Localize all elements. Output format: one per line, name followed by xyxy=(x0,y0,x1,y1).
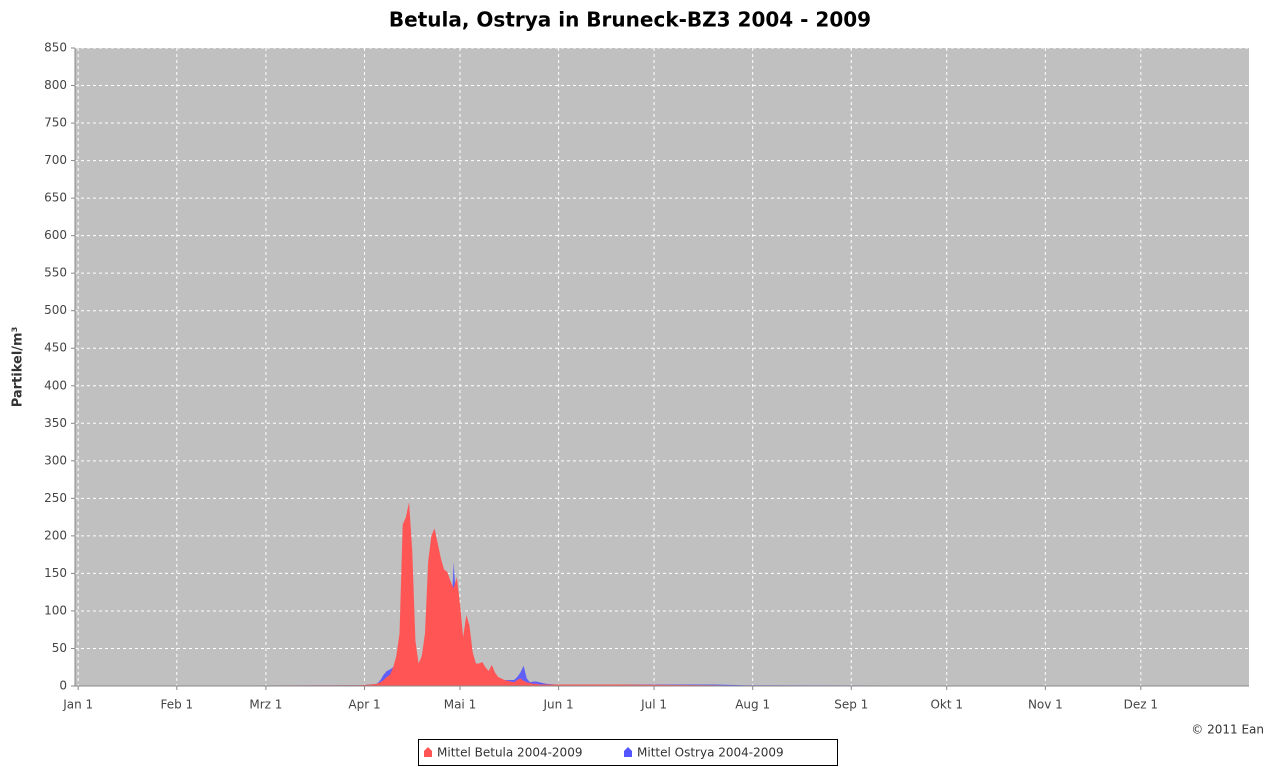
y-tick-label: 50 xyxy=(52,641,67,655)
x-tick-label: Jan 1 xyxy=(62,698,93,712)
y-tick-label: 0 xyxy=(59,679,67,693)
x-tick-label: Nov 1 xyxy=(1028,698,1063,712)
x-tick-label: Jun 1 xyxy=(542,698,573,712)
y-tick-label: 300 xyxy=(44,453,67,467)
x-tick-label: Okt 1 xyxy=(930,698,963,712)
y-tick-label: 450 xyxy=(44,341,67,355)
y-tick-label: 850 xyxy=(44,41,67,55)
x-tick-label: Aug 1 xyxy=(735,698,770,712)
x-tick-label: Sep 1 xyxy=(834,698,868,712)
legend-swatch xyxy=(424,747,432,757)
y-tick-label: 550 xyxy=(44,266,67,280)
plot-area xyxy=(75,48,1249,686)
y-tick-label: 500 xyxy=(44,303,67,317)
y-tick-label: 700 xyxy=(44,153,67,167)
legend-swatch xyxy=(624,747,632,757)
y-tick-label: 750 xyxy=(44,116,67,130)
y-tick-label: 250 xyxy=(44,491,67,505)
x-tick-label: Feb 1 xyxy=(160,698,193,712)
y-tick-label: 100 xyxy=(44,603,67,617)
x-tick-label: Jul 1 xyxy=(640,698,667,712)
chart-title: Betula, Ostrya in Bruneck-BZ3 2004 - 200… xyxy=(389,8,871,32)
x-tick-label: Apr 1 xyxy=(348,698,380,712)
y-tick-label: 800 xyxy=(44,78,67,92)
x-tick-label: Dez 1 xyxy=(1124,698,1158,712)
y-axis-label: Partikel/m³ xyxy=(11,327,26,408)
y-tick-label: 650 xyxy=(44,191,67,205)
y-tick-label: 150 xyxy=(44,566,67,580)
x-tick-label: Mai 1 xyxy=(444,698,477,712)
y-tick-label: 200 xyxy=(44,528,67,542)
legend-label: Mittel Ostrya 2004-2009 xyxy=(637,746,784,760)
credit: © 2011 Ean xyxy=(1191,723,1264,737)
legend-label: Mittel Betula 2004-2009 xyxy=(437,746,582,760)
y-tick-label: 400 xyxy=(44,378,67,392)
x-tick-label: Mrz 1 xyxy=(249,698,282,712)
y-tick-label: 350 xyxy=(44,416,67,430)
y-tick-label: 600 xyxy=(44,228,67,242)
